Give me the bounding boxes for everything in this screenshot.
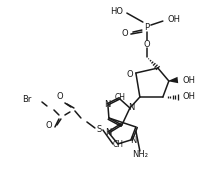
Text: OH: OH xyxy=(183,92,196,101)
Text: CH: CH xyxy=(114,94,125,103)
Text: O: O xyxy=(46,121,52,130)
Text: P: P xyxy=(144,23,149,32)
Text: O: O xyxy=(127,70,133,79)
Text: OH: OH xyxy=(183,75,196,84)
Polygon shape xyxy=(169,77,178,83)
Text: O: O xyxy=(121,29,128,38)
Text: N: N xyxy=(130,136,136,146)
Text: NH₂: NH₂ xyxy=(132,151,148,159)
Text: Br: Br xyxy=(22,96,32,104)
Text: N: N xyxy=(128,104,134,112)
Text: N: N xyxy=(104,100,110,109)
Text: OH: OH xyxy=(168,15,181,23)
Text: CH: CH xyxy=(112,140,123,149)
Text: N: N xyxy=(105,129,111,138)
Text: S: S xyxy=(96,125,101,134)
Text: O: O xyxy=(143,40,150,49)
Text: O: O xyxy=(57,92,63,101)
Text: HO: HO xyxy=(110,6,123,16)
